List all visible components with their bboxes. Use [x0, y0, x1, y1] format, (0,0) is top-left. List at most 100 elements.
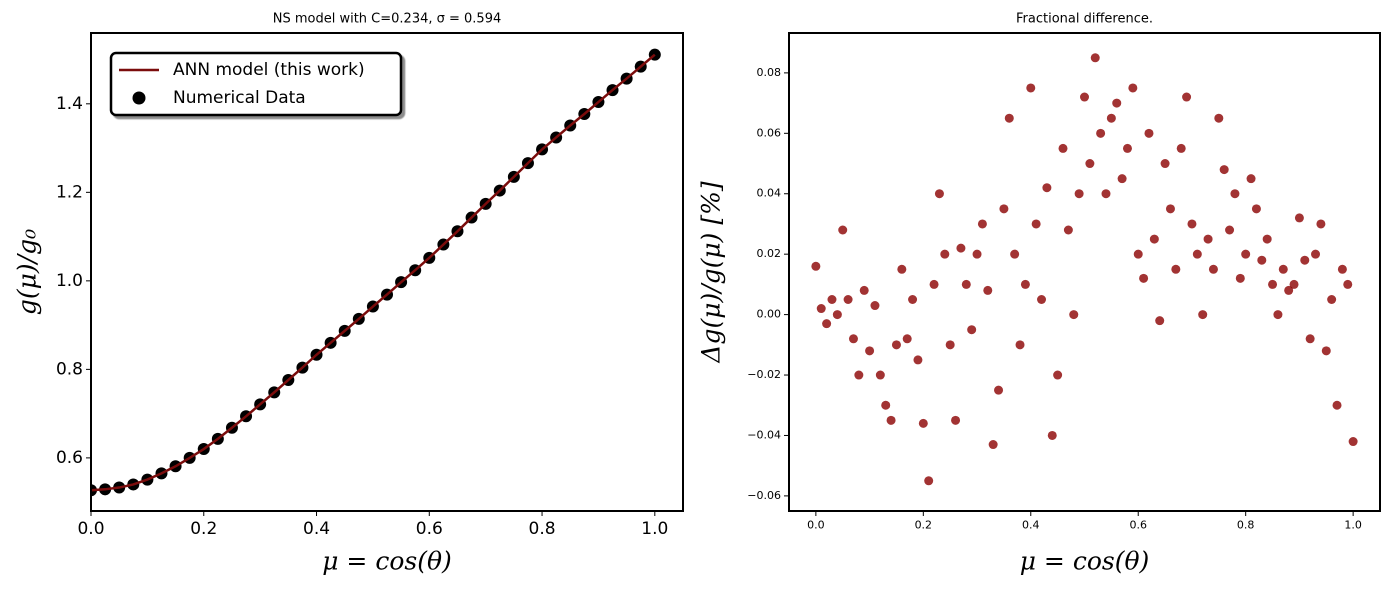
data-point	[902, 334, 912, 344]
data-point	[1133, 249, 1143, 259]
y-tick-label: −0.02	[747, 368, 781, 381]
axes-frame	[788, 32, 1381, 512]
data-point	[865, 346, 875, 356]
data-point	[1171, 264, 1181, 274]
data-point	[1117, 174, 1127, 184]
data-point	[832, 310, 842, 320]
data-point	[1144, 128, 1154, 138]
data-point	[1182, 92, 1192, 102]
data-point	[1332, 400, 1342, 410]
x-tick-label: 1.0	[1344, 519, 1362, 532]
y-tick-label: 0.02	[757, 247, 782, 260]
x-tick-label: 1.0	[641, 519, 668, 539]
data-point	[1246, 174, 1256, 184]
data-point	[875, 370, 885, 380]
data-point	[1139, 273, 1149, 283]
y-axis-label: g(μ)/g₀	[13, 229, 42, 315]
chart-title: Fractional difference.	[1016, 12, 1153, 27]
data-point	[1053, 370, 1063, 380]
line	[91, 53, 656, 492]
plot-area	[811, 53, 1358, 486]
plot-area	[91, 48, 661, 497]
x-tick-label: 0.4	[1022, 519, 1040, 532]
data-point	[1198, 310, 1208, 320]
data-point	[924, 476, 934, 486]
data-point	[1090, 53, 1100, 63]
data-point	[1080, 92, 1089, 102]
data-point	[972, 249, 982, 259]
x-axis-label: μ = cos(θ)	[322, 547, 452, 576]
data-point	[1305, 334, 1315, 344]
data-point	[940, 249, 950, 259]
y-tick-label: 0.06	[757, 126, 782, 139]
data-point	[929, 279, 939, 289]
data-point	[1257, 255, 1267, 265]
legend-label: ANN model (this work)	[173, 60, 365, 80]
y-tick-label: 0.8	[56, 359, 83, 379]
data-point	[1208, 264, 1218, 274]
data-point	[1149, 234, 1159, 244]
data-point	[1106, 113, 1116, 123]
data-point	[827, 294, 837, 304]
data-point	[1160, 159, 1170, 169]
data-point	[951, 415, 961, 425]
data-point	[854, 370, 864, 380]
data-point	[1128, 83, 1138, 93]
data-point	[1235, 273, 1245, 283]
data-point	[1289, 279, 1299, 289]
data-point	[1074, 189, 1084, 199]
x-tick-label: 0.6	[416, 519, 443, 539]
data-point	[1321, 346, 1331, 356]
data-point	[999, 204, 1009, 214]
data-point	[1343, 279, 1353, 289]
x-tick-label: 0.8	[1237, 519, 1255, 532]
x-tick-label: 0.0	[807, 519, 825, 532]
data-point	[1047, 430, 1057, 440]
y-tick-label: 0.00	[757, 308, 782, 321]
data-point	[843, 294, 853, 304]
data-point	[822, 319, 832, 329]
data-point	[811, 261, 821, 271]
data-point	[913, 355, 923, 365]
data-point	[908, 294, 918, 304]
data-point	[1192, 249, 1202, 259]
y-axis-label: Δg(μ)/g(μ) [%]	[697, 181, 726, 363]
data-point	[918, 418, 928, 428]
x-tick-label: 0.4	[303, 519, 330, 539]
data-point	[994, 385, 1004, 395]
data-point	[1101, 189, 1111, 199]
data-point	[1268, 279, 1278, 289]
data-point	[956, 243, 966, 253]
data-point	[1225, 225, 1235, 235]
data-point	[1020, 279, 1030, 289]
data-point	[1327, 294, 1337, 304]
data-point	[934, 189, 944, 199]
data-point	[1187, 219, 1197, 229]
data-point	[1037, 294, 1047, 304]
data-point	[891, 340, 901, 350]
y-tick-label: 1.2	[56, 182, 83, 202]
data-point	[1004, 113, 1014, 123]
x-tick-label: 0.8	[529, 519, 556, 539]
data-point	[1251, 204, 1261, 214]
data-point	[1165, 204, 1175, 214]
data-point	[1316, 219, 1326, 229]
data-point	[897, 264, 907, 274]
data-point	[1337, 264, 1347, 274]
y-tick-label: 0.08	[757, 66, 782, 79]
data-point	[886, 415, 896, 425]
data-point	[1311, 249, 1321, 259]
data-point	[1010, 249, 1020, 259]
data-point	[1026, 83, 1036, 93]
data-point	[838, 225, 848, 235]
y-tick-label: 1.0	[56, 271, 83, 291]
y-tick-label: 1.4	[56, 94, 83, 114]
data-point	[1112, 98, 1122, 108]
y-tick-label: 0.6	[56, 448, 83, 468]
data-point	[1203, 234, 1213, 244]
data-point	[1031, 219, 1041, 229]
data-point	[945, 340, 955, 350]
legend-box	[109, 51, 403, 117]
chart-title: NS model with C=0.234, σ = 0.594	[273, 12, 502, 27]
